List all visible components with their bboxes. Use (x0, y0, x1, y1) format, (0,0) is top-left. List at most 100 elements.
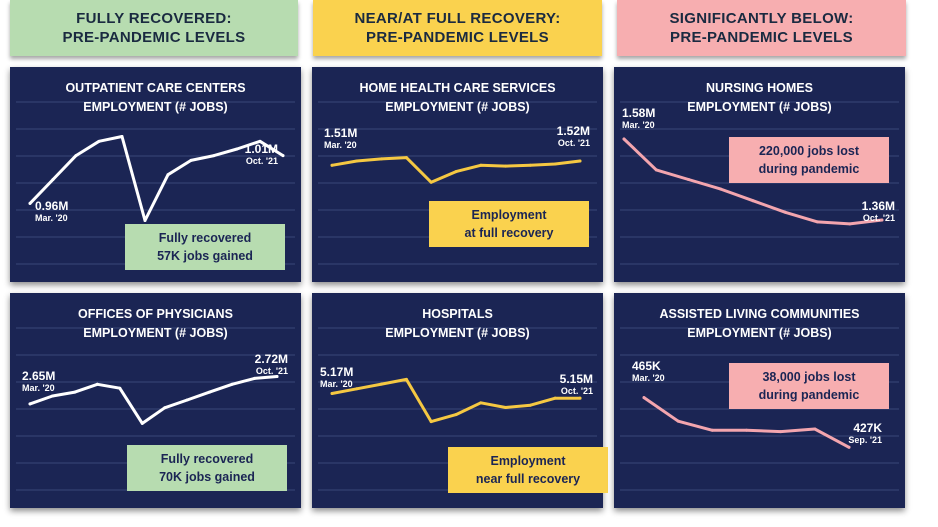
chart-title-line2: EMPLOYMENT (# JOBS) (385, 100, 530, 114)
data-point (212, 154, 216, 158)
end-label-value: 1.52M (557, 124, 590, 138)
data-point (719, 187, 723, 191)
end-label-date: Oct. '21 (863, 213, 895, 223)
start-label-value: 2.65M (22, 369, 55, 383)
chart-title: HOSPITALS EMPLOYMENT (# JOBS) (312, 305, 603, 343)
header-line2: PRE-PANDEMIC LEVELS (670, 29, 853, 46)
data-point (816, 220, 819, 224)
chart-title-line2: EMPLOYMENT (# JOBS) (83, 326, 228, 340)
start-label-date: Mar. '20 (324, 140, 357, 150)
data-point (578, 396, 582, 400)
data-point (330, 391, 334, 395)
chart-title-line1: ASSISTED LIVING COMMUNITIES (659, 307, 860, 321)
data-point (404, 377, 408, 381)
chart-title: NURSING HOMES EMPLOYMENT (# JOBS) (614, 79, 905, 117)
data-point (848, 222, 852, 226)
data-point (120, 135, 124, 139)
start-label-date: Mar. '20 (632, 373, 665, 383)
data-point (813, 427, 817, 431)
data-point (28, 402, 32, 406)
annotation-line2: during pandemic (758, 388, 860, 402)
annotation-box: Fully recovered 70K jobs gained (127, 445, 287, 491)
end-label-date: Oct. '21 (256, 366, 288, 376)
chart-panel-outpatient-care-centers: 0.96M Mar. '20 1.01M Oct. '21 OUTPATIENT CAR… (10, 67, 301, 282)
chart-title-line1: HOSPITALS (422, 307, 493, 321)
start-label-value: 465K (632, 359, 661, 373)
chart-title-line2: EMPLOYMENT (# JOBS) (687, 100, 832, 114)
data-point (504, 164, 508, 168)
data-point (355, 159, 359, 163)
data-point (779, 430, 783, 434)
data-point (208, 390, 212, 394)
annotation-box: Fully recovered 57K jobs gained (125, 224, 285, 270)
start-label-date: Mar. '20 (35, 213, 68, 223)
data-point (51, 178, 55, 181)
header-line1: FULLY RECOVERED: (76, 10, 232, 27)
header-line2: PRE-PANDEMIC LEVELS (366, 29, 549, 46)
annotation-line2: near full recovery (475, 472, 581, 486)
annotation-line2: 70K jobs gained (159, 470, 255, 484)
header-line1: NEAR/AT FULL RECOVERY: (354, 10, 561, 27)
data-point (73, 390, 77, 394)
data-point (676, 419, 680, 423)
end-label-value: 2.72M (255, 352, 288, 366)
data-point (429, 420, 433, 424)
data-point (97, 139, 101, 143)
chart-title: HOME HEALTH CARE SERVICES EMPLOYMENT (# J… (312, 79, 603, 117)
header-line2: PRE-PANDEMIC LEVELS (62, 29, 246, 46)
end-label-date: Oct. '21 (558, 138, 590, 148)
chart-title-line1: OFFICES OF PHYSICIANS (78, 307, 233, 321)
chart-panel-nursing-homes: 1.58M Mar. '20 1.36M Oct. '21 NURSING HOMES E… (614, 67, 905, 282)
data-point (28, 201, 32, 205)
data-point (380, 157, 384, 161)
chart-panel-home-health-care-services: 1.51M Mar. '20 1.52M Oct. '21 HOME HEALTH CA… (312, 67, 603, 282)
annotation-line1: Employment (490, 454, 566, 468)
start-label-value: 0.96M (35, 199, 68, 213)
chart-title-line2: EMPLOYMENT (# JOBS) (687, 326, 832, 340)
data-point (622, 137, 626, 141)
series-line (330, 156, 582, 184)
data-point (189, 158, 193, 162)
header-line1: SIGNIFICANTLY BELOW: (669, 10, 854, 27)
chart-panel-offices-of-physicians: 2.65M Mar. '20 2.72M Oct. '21 OFFICES OF PHY… (10, 293, 301, 508)
data-point (380, 382, 384, 386)
data-point (528, 403, 532, 407)
series-line (28, 375, 279, 425)
data-point (553, 396, 557, 400)
data-point (404, 156, 408, 160)
annotation-line2: at full recovery (464, 226, 554, 240)
data-point (642, 396, 646, 400)
data-point (454, 170, 458, 174)
annotation-line2: 57K jobs gained (157, 249, 253, 263)
annotation-box: 220,000 jobs lost during pandemic (729, 137, 889, 183)
chart-title-line2: EMPLOYMENT (# JOBS) (83, 100, 228, 114)
data-point (118, 386, 122, 390)
chart-panel-hospitals: 5.17M Mar. '20 5.15M Oct. '21 HOSPITALS EMPLO… (312, 293, 608, 508)
data-point (745, 428, 748, 432)
data-point (710, 428, 714, 432)
data-point (330, 163, 334, 167)
chart-panel-assisted-living-communities: 465K Mar. '20 427K Sep. '21 ASSISTED LIVING … (614, 293, 905, 508)
data-point (258, 139, 262, 143)
header-significantly-below: SIGNIFICANTLY BELOW: PRE-PANDEMIC LEVELS (617, 0, 906, 56)
start-label-date: Mar. '20 (320, 379, 353, 389)
annotation-box: Employment near full recovery (448, 447, 608, 493)
start-label-date: Mar. '20 (22, 383, 55, 393)
header-near-full-recovery: NEAR/AT FULL RECOVERY: PRE-PANDEMIC LEVE… (313, 0, 602, 56)
end-label-date: Sep. '21 (848, 435, 882, 445)
series-line (28, 135, 285, 222)
annotation-line1: 38,000 jobs lost (762, 370, 856, 384)
data-point (143, 219, 147, 223)
end-label-date: Oct. '21 (246, 156, 278, 166)
annotation-line1: Fully recovered (160, 452, 254, 466)
chart-title: OFFICES OF PHYSICIANS EMPLOYMENT (# JOBS) (10, 305, 301, 343)
end-label-value: 1.36M (862, 199, 895, 213)
data-point (578, 159, 582, 163)
chart-title-line1: NURSING HOMES (706, 81, 813, 95)
data-point (235, 147, 239, 151)
start-label-date: Mar. '20 (622, 120, 655, 130)
data-point (479, 163, 483, 167)
data-point (275, 374, 279, 378)
data-point (253, 376, 257, 380)
annotation-box: Employment at full recovery (429, 201, 589, 247)
